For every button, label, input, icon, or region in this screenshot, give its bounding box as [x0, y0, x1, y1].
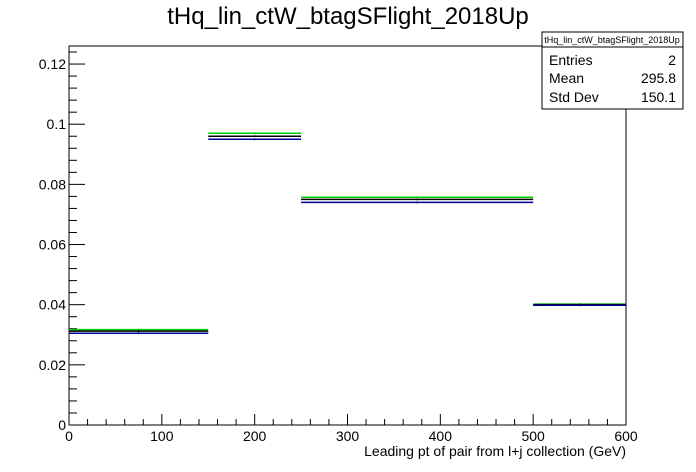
y-tick-label: 0.02 [39, 357, 66, 373]
x-tick-label: 600 [614, 428, 638, 444]
x-axis-label: Leading pt of pair from l+j collection (… [364, 443, 626, 459]
x-axis: 0 100 200 300 400 500 600 [65, 414, 638, 444]
stats-box-frame [541, 31, 684, 110]
stats-stddev-value: 150.1 [641, 89, 676, 105]
chart-title: tHq_lin_ctW_btagSFlight_2018Up [167, 3, 529, 30]
stats-box-title: tHq_lin_ctW_btagSFlight_2018Up [544, 35, 680, 45]
y-tick-label: 0.08 [39, 176, 66, 192]
x-tick-label: 0 [65, 428, 73, 444]
y-tick-label: 0.06 [39, 237, 66, 253]
x-tick-label: 300 [336, 428, 360, 444]
stats-mean-value: 295.8 [641, 70, 676, 86]
stats-stddev-label: Std Dev [549, 89, 599, 105]
x-tick-label: 500 [521, 428, 545, 444]
y-tick-label: 0 [58, 417, 66, 433]
y-tick-label: 0.1 [47, 116, 67, 132]
stats-mean-label: Mean [549, 70, 584, 86]
stats-entries-value: 2 [668, 52, 676, 68]
stats-box: tHq_lin_ctW_btagSFlight_2018Up Entries 2… [541, 31, 684, 110]
x-tick-label: 400 [429, 428, 453, 444]
x-tick-label: 200 [243, 428, 267, 444]
y-axis: 0 0.02 0.04 0.06 0.08 0.1 0.12 [39, 51, 85, 433]
y-tick-label: 0.04 [39, 297, 66, 313]
stats-entries-label: Entries [549, 52, 593, 68]
y-tick-label: 0.12 [39, 56, 66, 72]
histogram-series [69, 132, 626, 335]
x-tick-label: 100 [150, 428, 174, 444]
